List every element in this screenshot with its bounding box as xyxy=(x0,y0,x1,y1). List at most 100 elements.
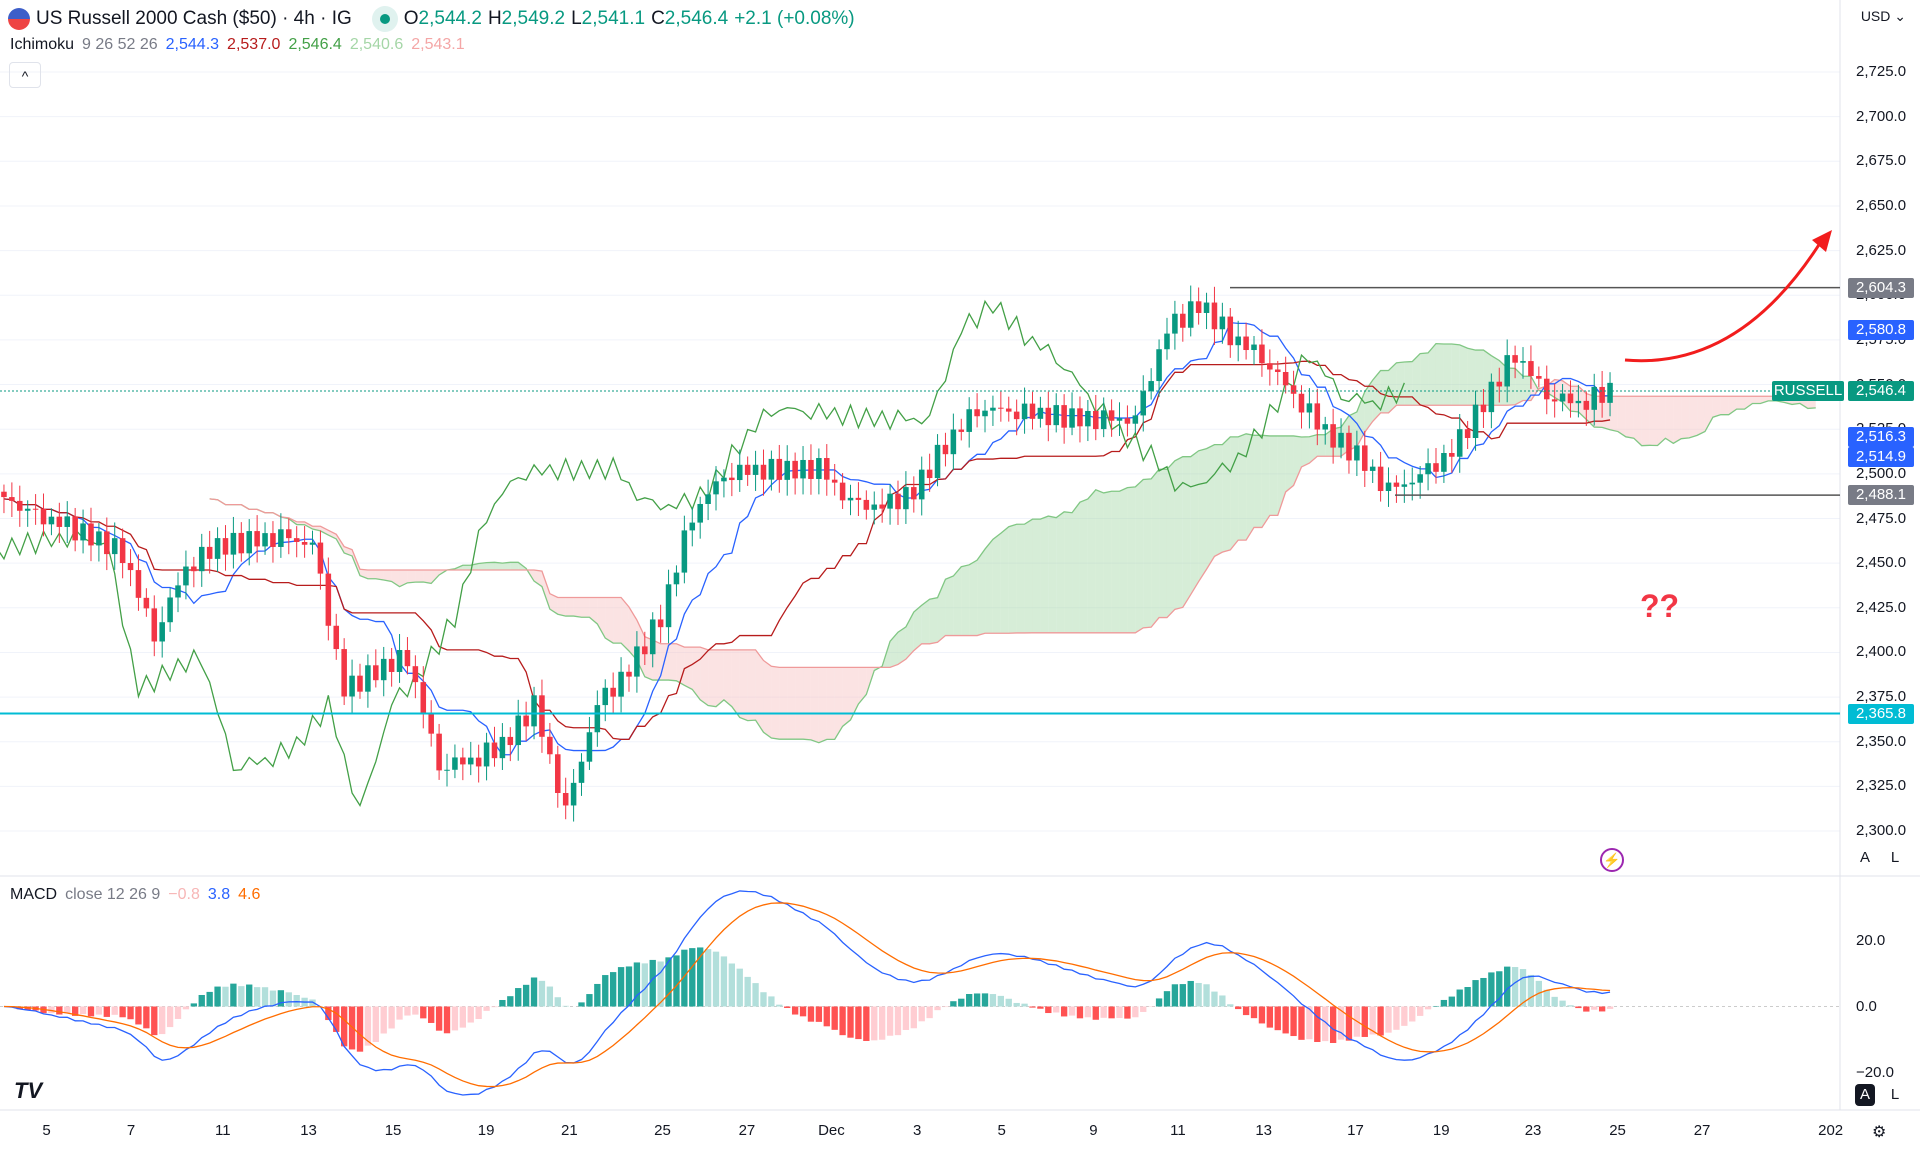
candle-body xyxy=(135,570,142,598)
ichimoku-cloud xyxy=(1459,344,1468,406)
symbol-title[interactable]: US Russell 2000 Cash ($50) · 4h · IG xyxy=(36,8,352,29)
candle-body xyxy=(760,464,767,480)
candle-body xyxy=(570,782,577,806)
macd-histogram-bar xyxy=(119,1006,126,1018)
candle-body xyxy=(1607,382,1613,403)
candle-body xyxy=(657,619,664,628)
candle-body xyxy=(705,494,711,504)
candle-body xyxy=(634,646,640,677)
candle-body xyxy=(1362,445,1368,471)
candle-body xyxy=(365,665,371,692)
macd-histogram-bar xyxy=(1227,1004,1234,1007)
ichimoku-cloud xyxy=(1617,396,1626,437)
candle-body xyxy=(673,572,680,585)
macd-histogram-bar xyxy=(799,1006,807,1017)
candle-body xyxy=(1536,376,1542,379)
macd-histogram-bar xyxy=(1511,967,1519,1007)
price-tick: 2,700.0 xyxy=(1856,107,1907,125)
price-tag-resistance: 2,604.3 xyxy=(1848,277,1914,298)
ichimoku-cloud xyxy=(1246,433,1255,541)
macd-histogram-bar xyxy=(491,1006,498,1008)
ichimoku-cloud xyxy=(1166,460,1175,618)
macd-histogram-bar xyxy=(609,972,617,1007)
candle-body xyxy=(436,733,442,771)
candle-body xyxy=(547,736,553,755)
price-tick: 2,400.0 xyxy=(1856,643,1907,661)
candle-body xyxy=(183,566,189,586)
ichimoku-cloud xyxy=(1190,450,1199,595)
candle-body xyxy=(1433,463,1439,472)
macd-tick: 20.0 xyxy=(1856,931,1886,949)
macd-histogram-bar xyxy=(1329,1006,1337,1043)
candle-body xyxy=(982,410,988,417)
ichimoku-cloud xyxy=(589,597,598,624)
ichimoku-cloud xyxy=(320,526,329,536)
auto-scale-button[interactable]: A xyxy=(1859,849,1870,866)
candle-body xyxy=(1211,302,1218,330)
macd-histogram-bar xyxy=(712,951,720,1007)
ichimoku-cloud xyxy=(367,569,376,579)
candle-body xyxy=(9,497,15,501)
candle-body xyxy=(1401,484,1408,487)
ichimoku-cloud xyxy=(810,667,819,743)
candle-body xyxy=(1156,349,1162,382)
macd-histogram-bar xyxy=(483,1006,490,1011)
candle-body xyxy=(824,458,830,480)
candle-body xyxy=(1377,466,1384,492)
ichimoku-cloud xyxy=(826,667,835,740)
ichimoku-cloud xyxy=(1182,456,1191,608)
macd-histogram-bar xyxy=(823,1006,830,1027)
macd-histogram-bar xyxy=(356,1006,364,1052)
macd-histogram-bar xyxy=(1250,1006,1258,1019)
macd-log-button[interactable]: L xyxy=(1890,1086,1900,1103)
ichimoku-cloud xyxy=(1143,478,1152,628)
time-tick: 5 xyxy=(997,1122,1006,1139)
candle-body xyxy=(903,487,909,510)
macd-histogram-bar xyxy=(420,1006,427,1019)
macd-histogram-bar xyxy=(871,1006,878,1041)
ichimoku-cloud xyxy=(613,597,622,644)
log-scale-button[interactable]: L xyxy=(1890,849,1900,866)
settings-icon[interactable]: ⚙ xyxy=(1872,1124,1887,1141)
macd-auto-button[interactable]: A xyxy=(1855,1084,1875,1106)
ichimoku-cloud xyxy=(739,649,748,721)
macd-histogram-bar xyxy=(1401,1006,1408,1026)
candle-body xyxy=(713,481,719,495)
ichimoku-cloud xyxy=(1712,396,1721,418)
lightning-icon[interactable]: ⚡ xyxy=(1600,848,1624,872)
macd-histogram-bar xyxy=(997,995,1005,1007)
candle-body xyxy=(562,793,569,806)
candle-body xyxy=(270,533,276,547)
price-tick: 2,625.0 xyxy=(1856,241,1907,259)
currency-select[interactable]: USD ⌄ xyxy=(1860,8,1906,24)
candle-body xyxy=(1425,463,1431,475)
candle-body xyxy=(206,546,213,559)
candle-body xyxy=(412,666,419,683)
macd-histogram-bar xyxy=(1559,1000,1566,1007)
collapse-legend-button[interactable]: ^ xyxy=(9,62,41,88)
macd-histogram-bar xyxy=(372,1006,379,1042)
ichimoku-cloud xyxy=(921,599,930,644)
macd-histogram-bar xyxy=(95,1006,103,1015)
macd-histogram-bar xyxy=(1543,989,1550,1007)
candle-body xyxy=(396,650,403,672)
macd-histogram-bar xyxy=(1005,998,1012,1007)
candle-body xyxy=(119,538,126,564)
market-status-icon[interactable] xyxy=(371,6,398,32)
candle-body xyxy=(871,504,878,510)
macd-histogram-bar xyxy=(1583,1006,1590,1012)
candle-body xyxy=(1251,344,1257,351)
ichimoku-cloud xyxy=(977,549,986,636)
macd-histogram-bar xyxy=(238,986,245,1007)
macd-histogram-bar xyxy=(1195,982,1202,1007)
candle-body xyxy=(515,715,521,746)
price-tag-blue2: 2,514.9 xyxy=(1848,447,1914,468)
candle-body xyxy=(1195,301,1202,313)
macd-histogram-bar xyxy=(48,1006,55,1014)
macd-histogram-bar xyxy=(1345,1006,1353,1041)
macd-histogram-bar xyxy=(1598,1006,1606,1012)
time-tick: 27 xyxy=(738,1122,756,1139)
ichimoku-legend[interactable]: Ichimoku 9 26 52 26 2,544.3 2,537.0 2,54… xyxy=(10,36,465,53)
macd-legend[interactable]: MACD close 12 26 9 −0.8 3.8 4.6 xyxy=(10,886,261,903)
